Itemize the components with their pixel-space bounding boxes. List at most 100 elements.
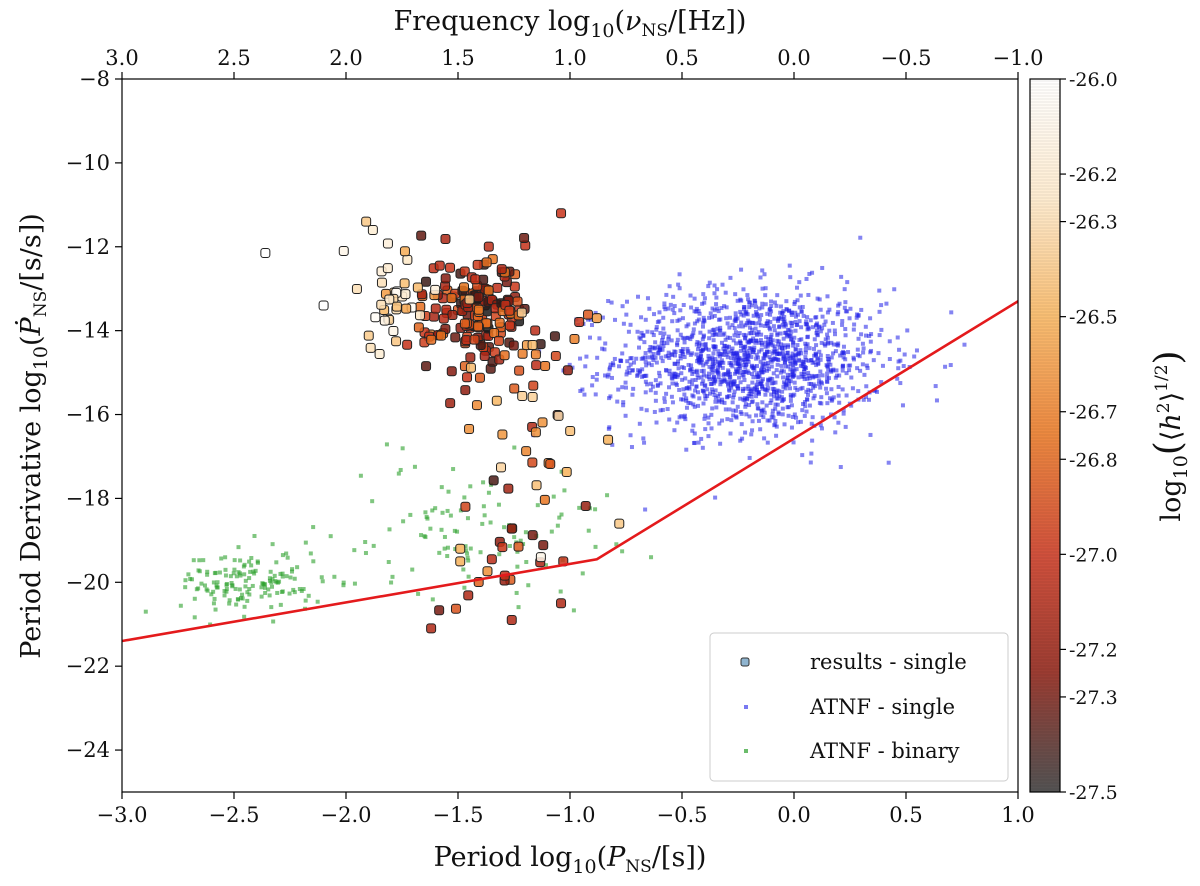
results-single-point <box>376 277 387 288</box>
atnf-single-point <box>886 460 891 465</box>
atnf-single-point <box>772 300 777 305</box>
atnf-single-point <box>725 417 730 422</box>
atnf-single-point <box>623 413 628 418</box>
atnf-single-point <box>729 418 734 423</box>
atnf-single-point <box>948 363 953 368</box>
atnf-single-point <box>791 343 796 348</box>
atnf-single-point <box>637 335 642 340</box>
atnf-single-point <box>653 355 658 360</box>
atnf-single-point <box>753 338 758 343</box>
atnf-single-point <box>726 383 731 388</box>
atnf-single-point <box>728 380 733 385</box>
atnf-single-point <box>643 359 648 364</box>
atnf-single-point <box>727 407 732 412</box>
atnf-single-point <box>793 358 798 363</box>
atnf-single-point <box>735 353 740 358</box>
atnf-single-point <box>643 379 648 384</box>
atnf-single-point <box>744 349 749 354</box>
atnf-single-point <box>771 324 776 329</box>
atnf-single-point <box>795 322 800 327</box>
atnf-binary-point <box>423 510 428 515</box>
atnf-single-point <box>687 379 692 384</box>
atnf-single-point <box>690 371 695 376</box>
atnf-single-point <box>836 393 841 398</box>
atnf-single-point <box>792 302 797 307</box>
atnf-single-point <box>804 322 809 327</box>
atnf-single-point <box>762 436 767 441</box>
atnf-binary-point <box>433 506 438 511</box>
atnf-single-point <box>709 382 714 387</box>
atnf-single-point <box>774 433 779 438</box>
results-single-point <box>420 276 431 287</box>
atnf-single-point <box>680 346 685 351</box>
atnf-single-point <box>630 392 635 397</box>
atnf-binary-point <box>453 547 458 552</box>
atnf-single-point <box>676 372 681 377</box>
atnf-single-point <box>648 381 653 386</box>
atnf-single-point <box>794 415 799 420</box>
atnf-binary-point <box>401 519 406 524</box>
atnf-single-point <box>740 389 745 394</box>
colorbar-tick-label: -27.3 <box>1069 687 1118 709</box>
atnf-single-point <box>670 376 675 381</box>
atnf-single-point <box>772 356 777 361</box>
atnf-single-point <box>765 418 770 423</box>
atnf-single-point <box>762 356 767 361</box>
atnf-single-point <box>864 394 869 399</box>
atnf-single-point <box>727 335 732 340</box>
atnf-single-point <box>747 305 752 310</box>
atnf-binary-point <box>192 596 197 601</box>
results-single-point <box>470 274 481 285</box>
atnf-single-point <box>805 376 810 381</box>
atnf-single-point <box>742 336 747 341</box>
atnf-single-point <box>812 346 817 351</box>
atnf-single-point <box>766 337 771 342</box>
atnf-single-point <box>749 355 754 360</box>
atnf-single-point <box>609 375 614 380</box>
top-x-tick-label: 1.0 <box>553 46 586 70</box>
atnf-single-point <box>612 356 617 361</box>
atnf-binary-point <box>481 504 486 509</box>
atnf-single-point <box>785 327 790 332</box>
atnf-single-point <box>763 361 768 366</box>
results-single-point <box>479 351 490 362</box>
atnf-single-point <box>856 389 861 394</box>
atnf-single-point <box>811 382 816 387</box>
atnf-single-point <box>838 353 843 358</box>
atnf-single-point <box>763 286 768 291</box>
atnf-single-point <box>611 363 616 368</box>
atnf-single-point <box>760 286 765 291</box>
atnf-binary-point <box>284 551 289 556</box>
atnf-single-point <box>643 390 648 395</box>
atnf-single-point <box>788 367 793 372</box>
results-single-point <box>561 466 572 477</box>
atnf-single-point <box>788 337 793 342</box>
results-single-point <box>527 339 538 350</box>
atnf-single-point <box>690 351 695 356</box>
atnf-single-point <box>767 325 772 330</box>
atnf-binary-point <box>586 528 591 533</box>
atnf-single-point <box>710 306 715 311</box>
atnf-binary-point <box>549 529 554 534</box>
atnf-single-point <box>726 368 731 373</box>
atnf-single-point <box>672 311 677 316</box>
atnf-single-point <box>691 423 696 428</box>
atnf-single-point <box>857 354 862 359</box>
atnf-single-point <box>757 306 762 311</box>
atnf-single-point <box>659 355 664 360</box>
atnf-single-point <box>776 411 781 416</box>
atnf-binary-point <box>238 573 243 578</box>
atnf-single-point <box>792 380 797 385</box>
atnf-single-point <box>732 333 737 338</box>
atnf-single-point <box>738 366 743 371</box>
atnf-single-point <box>781 336 786 341</box>
atnf-single-point <box>815 296 820 301</box>
atnf-single-point <box>684 396 689 401</box>
atnf-single-point <box>840 364 845 369</box>
atnf-single-point <box>595 355 600 360</box>
atnf-single-point <box>769 309 774 314</box>
atnf-single-point <box>747 331 752 336</box>
atnf-single-point <box>731 395 736 400</box>
results-single-point <box>614 518 625 529</box>
atnf-single-point <box>716 317 721 322</box>
